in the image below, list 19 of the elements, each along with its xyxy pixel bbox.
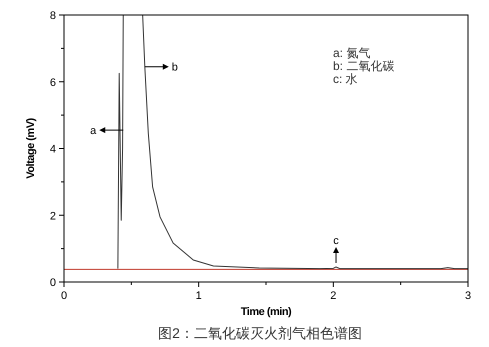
y-tick-label: 4	[50, 144, 56, 156]
annotation: a	[90, 125, 98, 138]
y-tick-label: 8	[50, 10, 56, 22]
x-tick-label: 0	[60, 290, 68, 302]
annotation: a: 氮气	[333, 46, 370, 60]
y-axis-title: Voltage (mV)	[25, 117, 37, 179]
y-tick-label: 0	[50, 277, 56, 289]
x-tick-label: 3	[464, 290, 472, 302]
y-tick-label: 2	[50, 210, 56, 222]
annotation: c	[333, 234, 340, 247]
x-axis-title: Time (min)	[240, 306, 292, 318]
text: 图2：二氧化碳灭火剂气相色谱图	[158, 325, 362, 341]
x-tick-label: 2	[330, 290, 336, 302]
y-tick-label: 6	[50, 76, 56, 89]
annotation: b: 二氧化碳	[333, 59, 394, 73]
annotation: b	[172, 62, 178, 74]
line-series	[117, 15, 468, 270]
annotation: c: 水	[333, 72, 358, 86]
x-tick-label: 1	[196, 290, 202, 302]
